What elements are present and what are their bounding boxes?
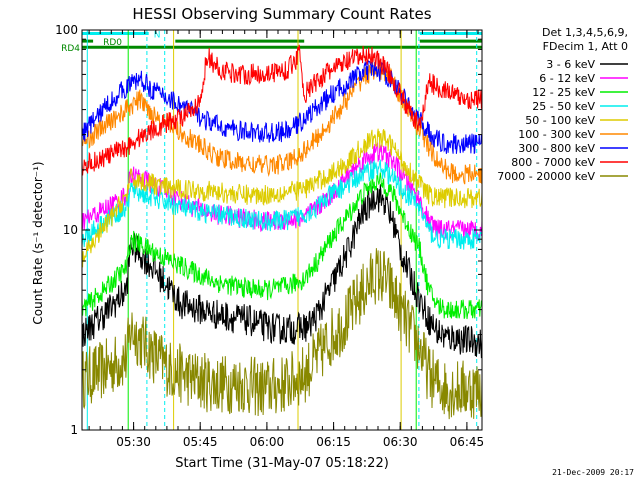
y-tick-label-0: 1 <box>70 423 78 437</box>
legend-header-line-2: FDecim 1, Att 0 <box>543 40 628 53</box>
legend-label-6: 300 - 800 keV <box>518 142 595 155</box>
x-tick-label-1: 05:45 <box>183 435 218 449</box>
series-line-3 <box>81 159 483 250</box>
y-tick-label-1: 10 <box>63 223 78 237</box>
axis-ticks: 05:30 05:45 06:00 06:15 06:30 06:45 1 10 100 <box>55 23 484 449</box>
chart-title: HESSI Observing Summary Count Rates <box>132 5 431 23</box>
series-line-8 <box>81 248 483 420</box>
observing-flags: N RD0 RD4 <box>61 31 482 54</box>
legend-label-2: 12 - 25 keV <box>532 86 595 99</box>
series-line-4 <box>81 128 483 268</box>
series-line-7 <box>81 44 483 176</box>
flag-label-n: N <box>154 31 161 41</box>
legend-label-7: 800 - 7000 keV <box>511 156 595 169</box>
x-tick-label-4: 06:30 <box>383 435 418 449</box>
y-axis-label: Count Rate (s⁻¹ detector⁻¹) <box>31 161 45 324</box>
x-tick-label-3: 06:15 <box>316 435 351 449</box>
series-line-0 <box>81 184 483 359</box>
legend-label-0: 3 - 6 keV <box>546 58 595 71</box>
y-tick-label-2: 100 <box>55 23 78 37</box>
x-tick-label-5: 06:45 <box>450 435 485 449</box>
legend-label-8: 7000 - 20000 keV <box>497 170 595 183</box>
x-axis-label: Start Time (31-May-07 05:18:22) <box>175 456 389 471</box>
x-tick-label-0: 05:30 <box>116 435 151 449</box>
legend-label-4: 50 - 100 keV <box>525 114 595 127</box>
flag-label-rd0: RD0 <box>103 38 122 48</box>
legend-label-3: 25 - 50 keV <box>532 100 595 113</box>
footer-timestamp: 21-Dec-2009 20:17 <box>552 468 634 477</box>
legend: Det 1,3,4,5,6,9, FDecim 1, Att 0 3 - 6 k… <box>497 26 628 183</box>
flag-label-rd4: RD4 <box>61 44 80 54</box>
series-line-2 <box>81 172 483 320</box>
legend-label-1: 6 - 12 keV <box>539 72 595 85</box>
legend-label-5: 100 - 300 keV <box>518 128 595 141</box>
x-tick-label-2: 06:00 <box>250 435 285 449</box>
legend-header-line-1: Det 1,3,4,5,6,9, <box>542 26 628 39</box>
series-lines <box>81 44 483 420</box>
